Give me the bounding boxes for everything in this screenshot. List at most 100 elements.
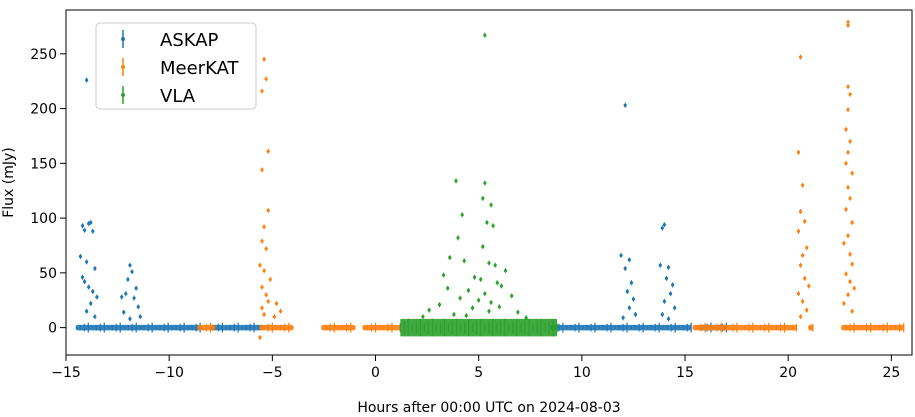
- data-point-askap: [623, 266, 627, 271]
- x-tick-label: 15: [676, 365, 694, 381]
- data-point-meerkat: [842, 301, 846, 306]
- data-point-meerkat: [846, 108, 850, 112]
- data-point-meerkat: [846, 234, 850, 238]
- data-point-meerkat: [801, 253, 805, 257]
- data-point-askap: [80, 275, 85, 279]
- legend-box: [95, 22, 257, 110]
- data-point-askap: [625, 289, 629, 294]
- data-point-meerkat: [844, 272, 848, 276]
- data-point-vla: [442, 273, 446, 277]
- data-point-vla: [510, 294, 514, 298]
- data-point-vla: [466, 288, 470, 292]
- data-point-meerkat: [850, 220, 854, 225]
- data-point-meerkat: [850, 171, 854, 175]
- data-point-meerkat: [258, 335, 262, 340]
- data-point-vla: [497, 305, 501, 309]
- y-axis-ticks: 0 50 100 150 200 250: [30, 47, 66, 337]
- data-point-meerkat: [796, 292, 801, 296]
- y-axis-label: Flux (mJy): [1, 147, 17, 218]
- data-point-askap: [668, 292, 673, 296]
- data-point-askap: [633, 312, 638, 317]
- baseline-band-vla: [400, 318, 558, 337]
- baseline-band-askap: [210, 324, 263, 331]
- y-tick-label: 0: [48, 321, 57, 337]
- baseline-band-meerkat: [363, 324, 401, 331]
- data-point-askap: [124, 292, 128, 296]
- data-point-askap: [134, 286, 138, 290]
- baseline-layer: [75, 318, 905, 337]
- data-point-vla: [460, 213, 464, 217]
- data-point-meerkat: [798, 209, 803, 214]
- plot-area: [75, 19, 905, 340]
- data-point-askap: [87, 221, 91, 226]
- data-point-askap: [658, 263, 662, 267]
- data-point-vla: [489, 203, 493, 207]
- data-point-meerkat: [848, 252, 852, 256]
- legend: ASKAP MeerKAT VLA: [95, 22, 257, 110]
- data-point-askap: [85, 260, 89, 264]
- data-point-askap: [126, 277, 130, 282]
- data-point-layer: [78, 19, 856, 340]
- data-point-askap: [627, 258, 631, 262]
- data-point-meerkat: [850, 309, 854, 313]
- data-point-meerkat: [846, 23, 850, 27]
- data-point-meerkat: [848, 139, 852, 144]
- x-tick-label: 20: [779, 365, 797, 381]
- data-point-meerkat: [258, 263, 262, 267]
- data-point-meerkat: [798, 263, 803, 267]
- data-point-askap: [673, 306, 677, 310]
- data-point-meerkat: [262, 269, 266, 273]
- data-point-vla: [481, 196, 485, 200]
- data-point-meerkat: [848, 92, 852, 96]
- data-point-vla: [499, 284, 503, 288]
- data-point-askap: [621, 316, 625, 320]
- x-tick-label: −10: [154, 365, 184, 381]
- legend-label-vla: VLA: [160, 86, 196, 107]
- data-point-meerkat: [796, 229, 801, 233]
- data-point-askap: [122, 310, 126, 314]
- data-point-askap: [666, 317, 671, 321]
- data-point-askap: [128, 263, 132, 267]
- data-point-meerkat: [846, 20, 850, 24]
- data-point-vla: [495, 281, 499, 285]
- data-point-askap: [85, 309, 89, 313]
- data-point-askap: [82, 228, 87, 232]
- x-axis-ticks: −15 −10 −5 0 5 10 15 20 25: [51, 355, 900, 381]
- data-point-meerkat: [846, 185, 850, 190]
- data-point-vla: [456, 236, 460, 240]
- data-point-meerkat: [272, 315, 277, 319]
- data-point-askap: [85, 78, 89, 82]
- data-point-meerkat: [803, 276, 807, 280]
- data-point-askap: [662, 223, 666, 227]
- data-point-vla: [487, 261, 491, 265]
- data-point-askap: [87, 285, 91, 289]
- data-point-vla: [503, 269, 508, 273]
- data-point-vla: [421, 315, 425, 319]
- data-point-askap: [130, 270, 134, 274]
- data-point-vla: [470, 306, 475, 310]
- x-tick-label: 25: [882, 365, 900, 381]
- legend-marker-dot-vla: [121, 93, 125, 97]
- data-point-vla: [485, 220, 489, 225]
- data-point-meerkat: [262, 312, 266, 317]
- baseline-band-askap: [550, 324, 692, 331]
- data-point-vla: [524, 316, 528, 320]
- data-point-meerkat: [260, 285, 264, 289]
- legend-entries: ASKAP MeerKAT VLA: [121, 30, 239, 107]
- x-tick-label: 5: [474, 365, 483, 381]
- data-point-askap: [93, 315, 97, 319]
- legend-label-meerkat: MeerKAT: [160, 58, 239, 79]
- data-point-meerkat: [798, 55, 803, 59]
- data-point-askap: [120, 295, 124, 299]
- data-point-meerkat: [278, 309, 283, 313]
- data-point-meerkat: [803, 219, 807, 223]
- data-point-meerkat: [268, 277, 272, 282]
- y-tick-label: 100: [30, 211, 57, 227]
- data-point-meerkat: [842, 241, 846, 245]
- data-point-meerkat: [262, 225, 266, 229]
- y-tick-label: 250: [30, 47, 57, 63]
- data-point-askap: [78, 254, 83, 259]
- data-point-vla: [479, 277, 483, 282]
- x-tick-label: −5: [262, 365, 283, 381]
- data-point-meerkat: [848, 196, 852, 200]
